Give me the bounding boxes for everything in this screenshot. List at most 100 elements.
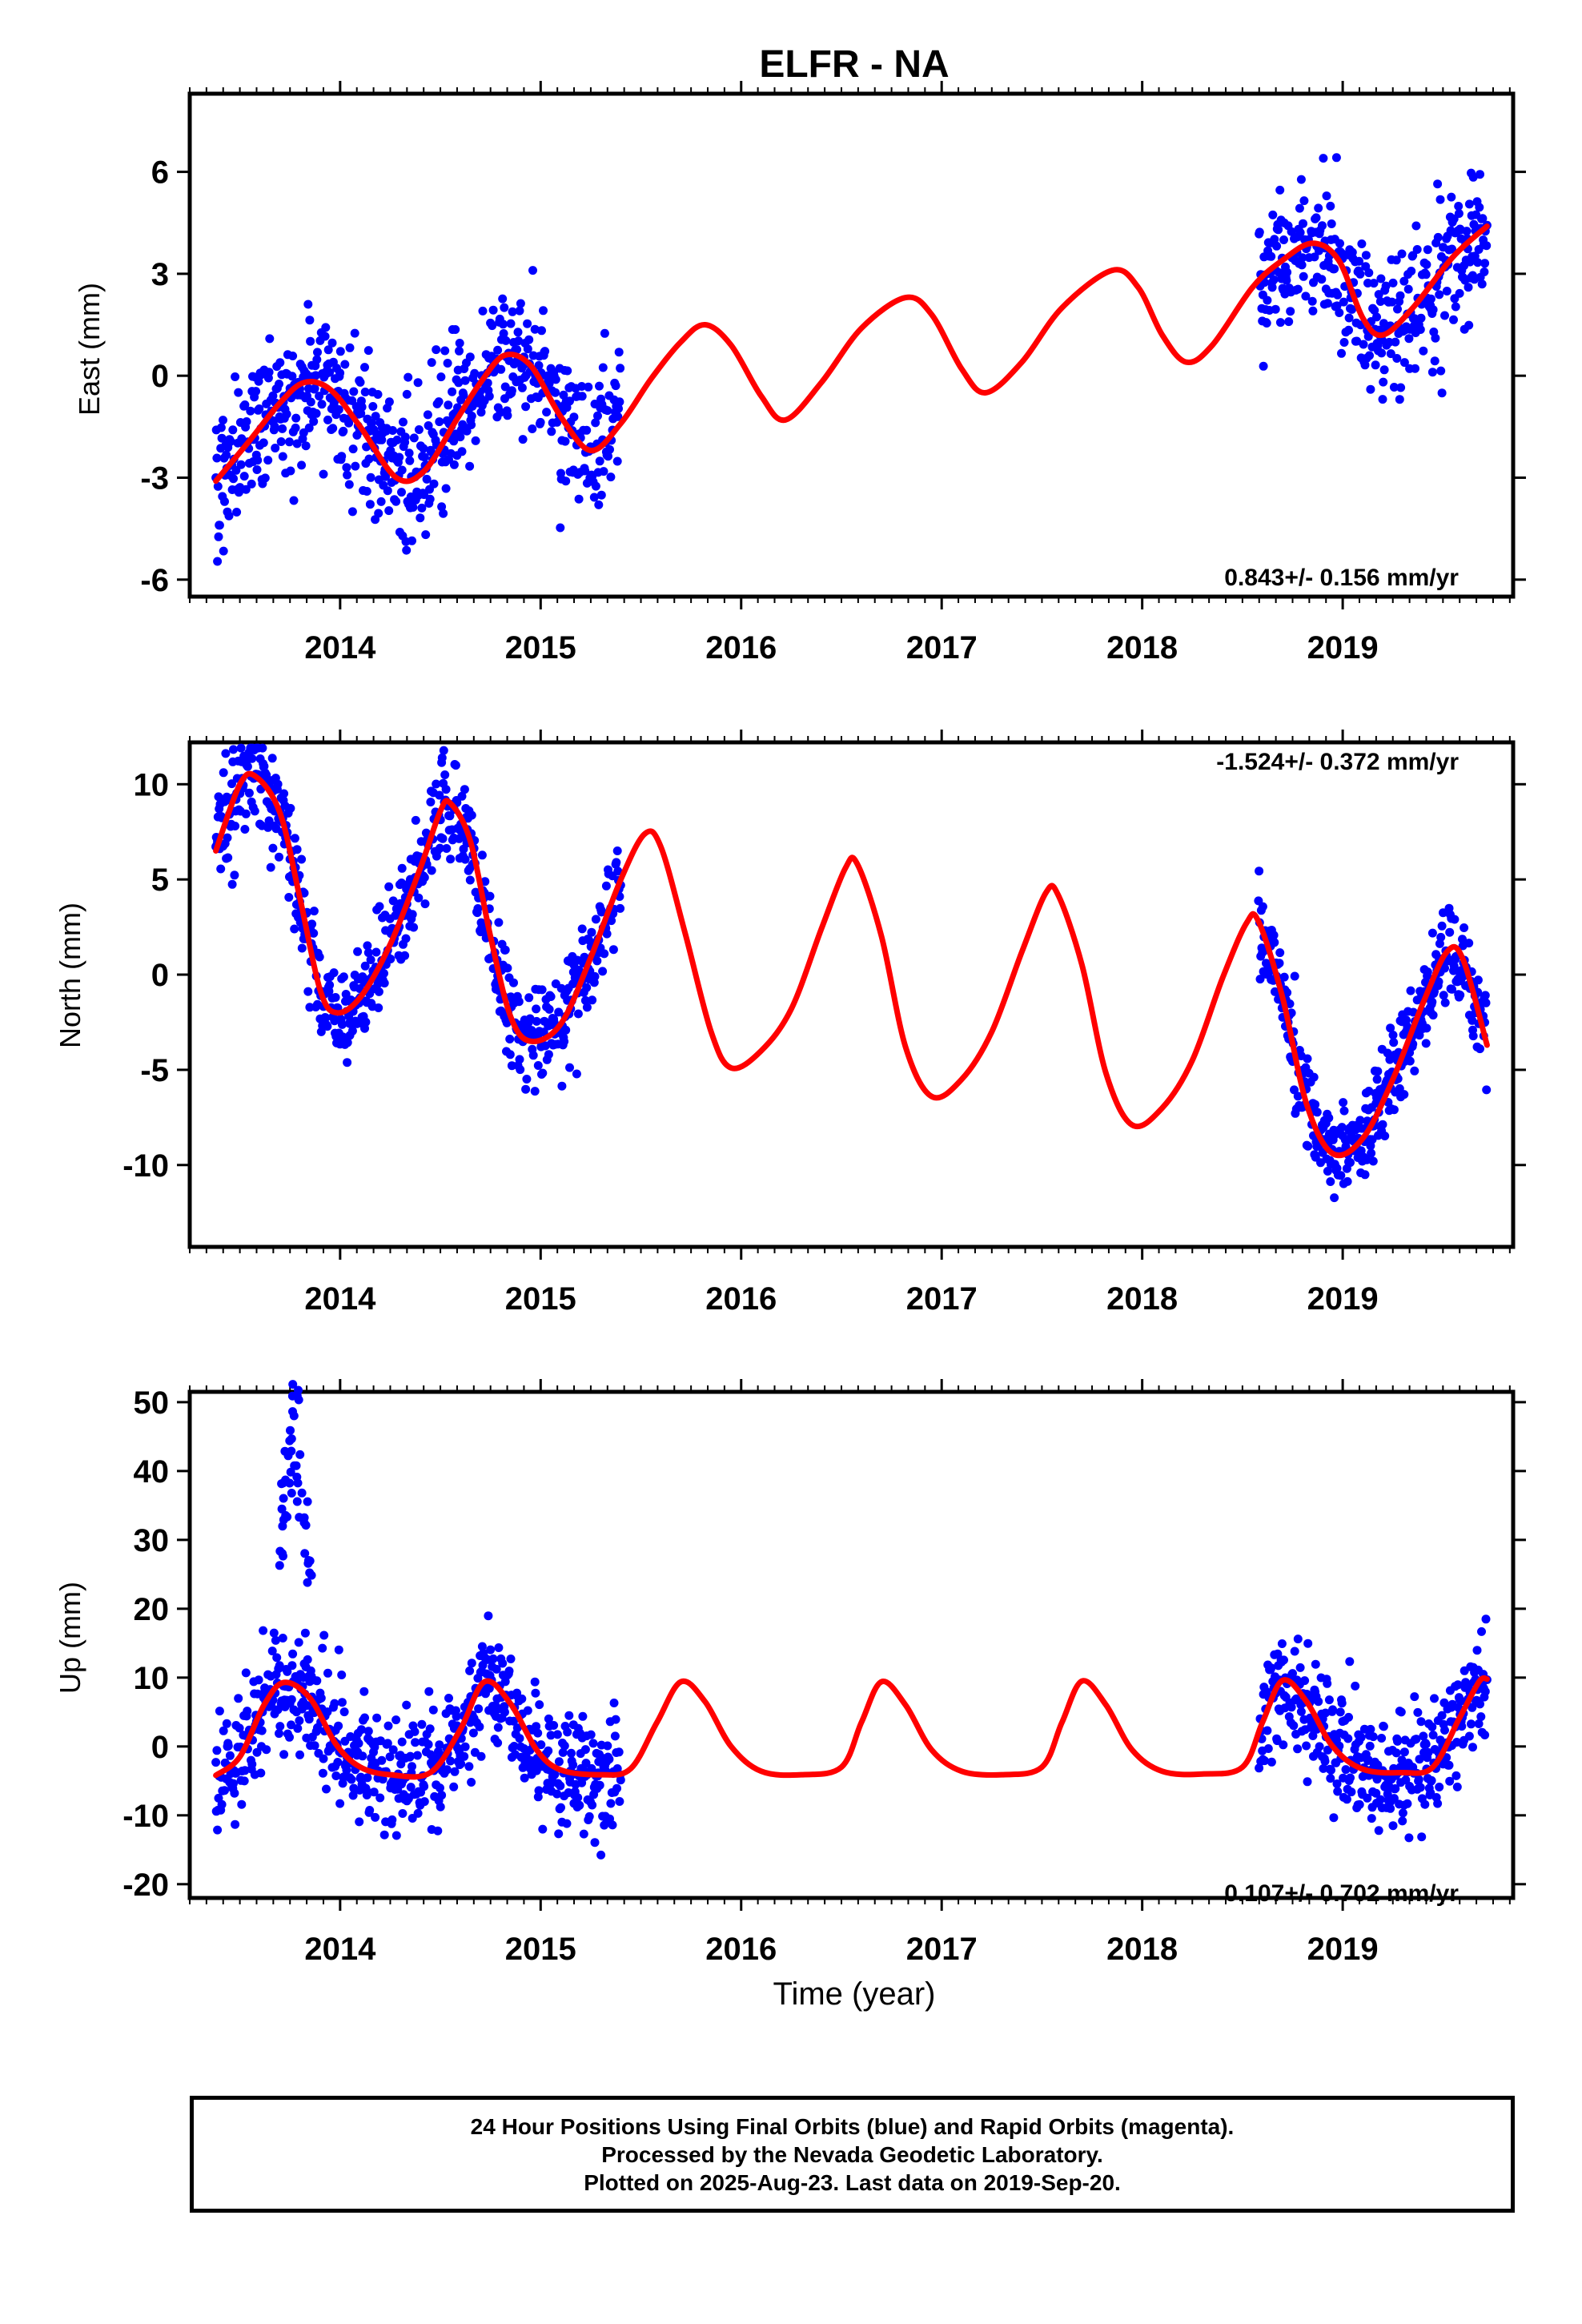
east-data-point (270, 422, 279, 431)
north-data-point (420, 873, 429, 883)
north-data-point (1449, 961, 1459, 971)
north-data-point (230, 870, 239, 880)
east-data-point (595, 456, 604, 466)
east-data-point (449, 460, 459, 469)
up-ytick-label: -20 (122, 1868, 169, 1903)
east-data-point (496, 364, 506, 374)
east-data-point (306, 336, 315, 346)
up-data-point (1347, 1787, 1356, 1797)
north-data-point (1355, 1116, 1365, 1125)
east-data-point (215, 521, 224, 530)
east-data-point (1433, 232, 1443, 242)
east-data-point (239, 472, 249, 481)
north-data-point (1399, 1090, 1409, 1100)
up-data-point (303, 1701, 311, 1711)
up-data-point (424, 1739, 433, 1749)
up-data-point (408, 1762, 416, 1771)
east-data-point (1391, 255, 1401, 265)
up-data-point (235, 1723, 244, 1733)
up-data-point (337, 1671, 347, 1679)
up-data-point (1356, 1733, 1366, 1742)
north-data-point (243, 762, 252, 771)
east-data-point (1419, 346, 1428, 356)
north-data-point (1428, 1011, 1438, 1020)
north-data-point (516, 1065, 525, 1075)
up-data-point (1388, 1821, 1398, 1831)
up-data-point (546, 1731, 556, 1740)
east-data-point (1267, 251, 1276, 261)
north-data-point (587, 927, 596, 937)
north-data-point (1380, 1132, 1390, 1140)
north-data-point (460, 785, 469, 794)
north-data-point (480, 877, 490, 887)
north-data-point (1303, 1141, 1313, 1151)
east-data-point (1317, 275, 1327, 284)
up-panel-ticks: 2014 2015 2016 2017 2018 2019 -20 -10 0 10 20 30 40 5… (122, 1379, 1526, 1967)
north-data-point (420, 899, 430, 909)
up-data-point (1413, 1707, 1423, 1717)
north-data-point (1279, 972, 1289, 982)
east-data-point (1299, 219, 1307, 228)
north-data-point (214, 792, 223, 802)
east-data-point (1314, 203, 1323, 213)
east-data-point (278, 452, 287, 461)
up-data-point (425, 1724, 435, 1734)
north-data-point (582, 1003, 592, 1012)
north-data-point (1303, 1054, 1312, 1063)
north-data-point (1389, 1105, 1399, 1115)
north-data-point (216, 864, 226, 874)
east-data-point (362, 487, 371, 496)
east-data-point (501, 336, 511, 345)
east-data-point (1270, 235, 1279, 244)
north-data-point (1410, 1066, 1419, 1076)
up-data-point (1457, 1722, 1467, 1731)
up-data-point (330, 1699, 339, 1708)
up-data-point (1327, 1765, 1335, 1775)
north-data-point (1271, 987, 1279, 996)
up-data-point (1375, 1795, 1385, 1804)
up-data-point (1453, 1680, 1463, 1690)
east-data-point (614, 404, 623, 413)
east-data-point (391, 497, 401, 506)
north-data-point (1406, 986, 1415, 995)
up-data-point (1372, 1775, 1382, 1784)
east-data-point (1269, 275, 1279, 284)
east-data-point (1327, 219, 1336, 228)
east-data-point (1355, 269, 1365, 279)
east-data-point (1378, 395, 1387, 404)
up-data-point (215, 1707, 224, 1716)
north-panel-points (211, 743, 1492, 1203)
east-data-point (1307, 296, 1317, 306)
up-data-point (1341, 1765, 1351, 1775)
east-data-point (216, 423, 226, 432)
east-data-point (1404, 334, 1414, 344)
up-data-point (1472, 1646, 1482, 1655)
east-data-point (1447, 192, 1456, 202)
up-data-point (533, 1728, 543, 1738)
east-data-point (439, 509, 448, 518)
east-data-point (1379, 377, 1388, 387)
east-data-point (493, 345, 503, 355)
north-data-point (379, 979, 389, 988)
north-data-point (500, 945, 510, 955)
east-data-point (305, 316, 315, 325)
east-data-point (303, 300, 313, 309)
north-data-point (557, 1081, 567, 1091)
north-data-point (1402, 1015, 1411, 1025)
up-data-point (512, 1688, 522, 1698)
east-data-point (224, 511, 234, 521)
up-xtick-label: 2019 (1307, 1932, 1379, 1967)
east-data-point (496, 408, 505, 417)
north-data-point (397, 879, 406, 887)
north-data-point (437, 753, 447, 762)
east-data-point (321, 323, 331, 332)
north-data-point (323, 1022, 332, 1031)
east-data-point (1377, 348, 1387, 358)
east-data-point (400, 432, 410, 442)
up-data-point (606, 1799, 616, 1808)
up-data-point (354, 1739, 363, 1748)
east-data-point (405, 456, 415, 465)
east-data-point (443, 359, 452, 368)
east-data-point (1297, 260, 1307, 270)
east-data-point (291, 413, 301, 423)
